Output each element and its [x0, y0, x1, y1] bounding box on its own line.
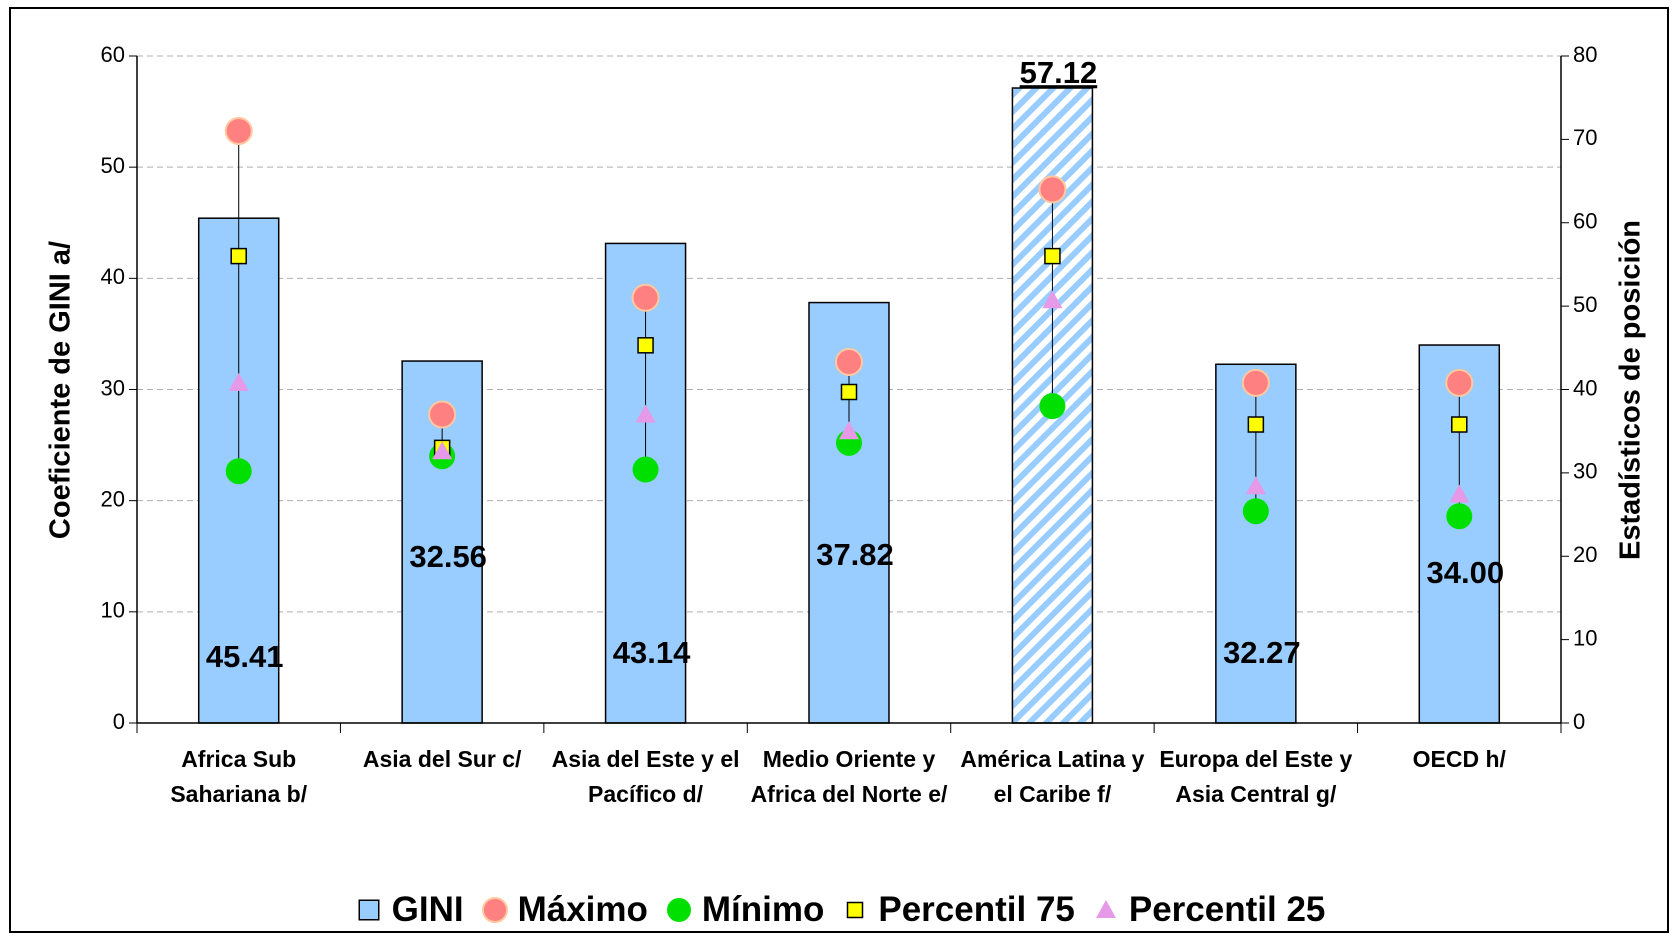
- y2-tick-label: 60: [1573, 209, 1597, 234]
- legend-label: Máximo: [517, 890, 648, 929]
- y-tick-label: 40: [101, 264, 125, 289]
- marker: [1446, 503, 1473, 530]
- legend-label: Percentil 25: [1128, 890, 1326, 929]
- marker: [632, 456, 659, 483]
- legend-item: GINI: [354, 890, 464, 930]
- y2-tick-label: 70: [1573, 125, 1597, 150]
- legend-marker: [847, 901, 864, 919]
- marker: [631, 283, 660, 312]
- value-label: 37.82: [816, 537, 894, 572]
- legend-swatch: [358, 899, 380, 921]
- marker: [1042, 290, 1063, 309]
- legend-item: Percentil 75: [840, 890, 1075, 930]
- y2-axis-title: Estadísticos de posición: [1615, 220, 1647, 560]
- marker: [1044, 247, 1061, 265]
- value-label: 32.56: [409, 539, 487, 574]
- marker: [1247, 416, 1265, 433]
- y-tick-label: 50: [101, 153, 125, 178]
- legend-swatch: [1095, 900, 1116, 918]
- y2-tick-label: 40: [1573, 375, 1597, 400]
- x-tick-label: América Latina y el Caribe f/: [960, 746, 1145, 807]
- marker: [1245, 476, 1266, 495]
- x-tick-label: Asia del Este y el Pacífico d/: [551, 746, 740, 807]
- marker: [224, 117, 253, 146]
- x-tick-label: Africa Sub Sahariana b/: [170, 746, 308, 807]
- legend-swatch: [481, 897, 508, 923]
- x-tick-label: Asia del Sur c/: [362, 746, 522, 772]
- value-label: 43.14: [613, 635, 691, 670]
- legend-marker: [1095, 900, 1116, 918]
- marker: [1242, 498, 1269, 525]
- marker: [840, 383, 858, 401]
- legend-item: Percentil 25: [1091, 890, 1326, 930]
- y-tick-label: 20: [101, 486, 125, 511]
- marker: [1038, 175, 1067, 204]
- frame: [9, 7, 1669, 933]
- legend-label: Mínimo: [701, 890, 825, 929]
- value-label: 45.41: [206, 639, 284, 674]
- y-axis-title: Coeficiente de GINI a/: [45, 241, 77, 539]
- marker: [1451, 416, 1468, 433]
- y-tick-label: 60: [101, 42, 125, 67]
- value-label: 32.27: [1223, 635, 1301, 670]
- value-label: 57.12: [1020, 55, 1098, 90]
- legend-item: Mínimo: [664, 890, 824, 930]
- y2-tick-label: 20: [1573, 542, 1597, 567]
- x-tick-label: Europa del Este y Asia Central g/: [1159, 746, 1353, 807]
- y-tick-label: 0: [113, 709, 125, 734]
- x-tick-label: Medio Oriente y Africa del Norte e/: [750, 746, 948, 807]
- y2-tick-label: 80: [1573, 42, 1597, 67]
- legend-label: Percentil 75: [878, 890, 1075, 929]
- legend: GINI Máximo Mínimo Percentil 75 Percentil 25: [0, 890, 1679, 930]
- legend-marker: [358, 899, 380, 921]
- legend-swatch: [666, 898, 691, 922]
- marker: [432, 441, 453, 460]
- marker: [228, 372, 249, 391]
- legend-label: GINI: [391, 890, 464, 929]
- y2-tick-label: 50: [1573, 292, 1597, 317]
- y2-tick-label: 30: [1573, 459, 1597, 484]
- legend-item: Máximo: [480, 890, 648, 930]
- marker: [637, 337, 654, 354]
- y2-tick-label: 10: [1573, 625, 1597, 650]
- marker: [428, 400, 457, 429]
- marker: [635, 404, 656, 423]
- marker: [835, 347, 863, 376]
- marker: [1445, 368, 1474, 397]
- legend-marker: [666, 898, 691, 922]
- x-tick-label: OECD h/: [1412, 746, 1506, 772]
- marker: [1241, 368, 1270, 397]
- marker: [1039, 393, 1066, 420]
- value-label: 34.00: [1426, 555, 1504, 590]
- legend-swatch: [847, 901, 864, 919]
- legend-marker: [481, 897, 508, 923]
- marker: [1449, 484, 1470, 503]
- y-tick-label: 10: [101, 598, 125, 623]
- marker: [839, 421, 859, 440]
- y-tick-label: 30: [101, 375, 125, 400]
- marker: [230, 247, 247, 265]
- y2-tick-label: 0: [1573, 709, 1585, 734]
- marker: [225, 458, 252, 485]
